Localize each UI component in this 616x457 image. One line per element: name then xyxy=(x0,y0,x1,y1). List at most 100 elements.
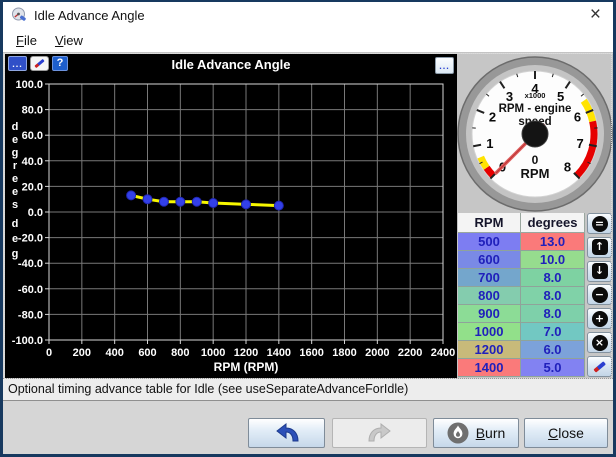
curve-point-700[interactable] xyxy=(158,196,169,207)
svg-text:r: r xyxy=(13,160,18,172)
minus-button-icon: − xyxy=(591,286,608,303)
svg-text:g: g xyxy=(12,248,19,260)
curve-point-1400[interactable] xyxy=(273,200,284,211)
equals-button-icon: = xyxy=(591,215,608,232)
menu-file[interactable]: File xyxy=(16,32,37,48)
curve-point-500[interactable] xyxy=(126,190,137,201)
gauge-units: RPM xyxy=(521,166,550,181)
plus-button[interactable]: + xyxy=(587,308,612,330)
status-text: Optional timing advance table for Idle (… xyxy=(8,382,409,396)
decrease-button[interactable]: ↓ xyxy=(587,260,612,282)
svg-text:800: 800 xyxy=(171,347,189,359)
svg-text:100.0: 100.0 xyxy=(15,79,43,91)
undo-arrow-icon xyxy=(275,422,299,442)
idle-advance-curve-chart[interactable]: 0 200 400 600 800 1000 1200 1400 1600 1800 2000 220… xyxy=(5,54,457,378)
svg-text:e: e xyxy=(12,233,18,245)
table-row: 1400 5.0 xyxy=(458,359,586,377)
title-bar[interactable]: Idle Advance Angle × xyxy=(3,2,613,28)
svg-text:d: d xyxy=(12,121,19,133)
burn-button[interactable]: Burn xyxy=(433,418,519,448)
gauge-tick-label-1: 1 xyxy=(486,136,493,151)
close-label: Close xyxy=(548,425,584,441)
chart-menu-button[interactable]: ... xyxy=(435,57,454,74)
table-row: 500 13.0 xyxy=(458,233,586,251)
menu-view[interactable]: View xyxy=(54,32,83,48)
table-row: 900 8.0 xyxy=(458,305,586,323)
rpm-cell-500[interactable]: 500 xyxy=(458,233,521,251)
table-tool-buttons: = ↑ ↓ − + × xyxy=(587,213,613,377)
degrees-cell-700[interactable]: 8.0 xyxy=(521,269,585,287)
svg-text:e: e xyxy=(12,186,18,198)
curve-point-1000[interactable] xyxy=(208,198,219,209)
gauge-value: 0 xyxy=(532,153,539,167)
increase-button[interactable]: ↑ xyxy=(587,236,612,258)
degrees-cell-500[interactable]: 13.0 xyxy=(521,233,585,251)
degrees-cell-800[interactable]: 8.0 xyxy=(521,287,585,305)
rpm-cell-1400[interactable]: 1400 xyxy=(458,359,521,377)
gauge-tick-label-5: 5 xyxy=(557,89,564,104)
degrees-cell-1400[interactable]: 5.0 xyxy=(521,359,585,377)
degrees-cell-900[interactable]: 8.0 xyxy=(521,305,585,323)
curve-point-800[interactable] xyxy=(175,196,186,207)
svg-text:60.0: 60.0 xyxy=(22,130,43,142)
table-header-degrees: degrees xyxy=(521,213,585,233)
edit-pencil-button[interactable] xyxy=(587,355,612,377)
curve-point-1200[interactable] xyxy=(241,199,251,210)
rpm-cell-600[interactable]: 600 xyxy=(458,251,521,269)
svg-text:-20.0: -20.0 xyxy=(18,233,43,245)
svg-text:RPM (RPM): RPM (RPM) xyxy=(214,360,279,374)
chart-options-button[interactable]: ... xyxy=(8,56,27,71)
svg-text:80.0: 80.0 xyxy=(22,105,43,117)
table-row: 700 8.0 xyxy=(458,269,586,287)
rpm-cell-900[interactable]: 900 xyxy=(458,305,521,323)
svg-text:40.0: 40.0 xyxy=(22,156,43,168)
equals-button[interactable]: = xyxy=(587,213,612,234)
svg-text:-60.0: -60.0 xyxy=(18,284,43,296)
help-icon[interactable]: ? xyxy=(52,56,68,71)
table-row: 600 10.0 xyxy=(458,251,586,269)
edit-note-button[interactable] xyxy=(30,56,49,71)
svg-text:s: s xyxy=(12,199,18,211)
gauge-tick-label-3: 3 xyxy=(506,89,513,104)
curve-point-900[interactable] xyxy=(191,196,202,207)
svg-text:1400: 1400 xyxy=(267,347,291,359)
redo-button[interactable] xyxy=(332,418,427,448)
rpm-cell-800[interactable]: 800 xyxy=(458,287,521,305)
increase-button-icon: ↑ xyxy=(591,239,608,256)
svg-text:e: e xyxy=(12,173,18,185)
gauge-multiplier-label: x1000 xyxy=(525,91,546,100)
rpm-cell-700[interactable]: 700 xyxy=(458,269,521,287)
clear-button-icon: × xyxy=(591,334,608,351)
table-row: 1200 6.0 xyxy=(458,341,586,359)
close-button[interactable]: Close xyxy=(524,418,608,448)
undo-button[interactable] xyxy=(248,418,325,448)
svg-text:2200: 2200 xyxy=(398,347,422,359)
svg-text:2000: 2000 xyxy=(365,347,389,359)
rpm-cell-1200[interactable]: 1200 xyxy=(458,341,521,359)
clear-button[interactable]: × xyxy=(587,332,612,354)
rpm-cell-1000[interactable]: 1000 xyxy=(458,323,521,341)
degrees-cell-600[interactable]: 10.0 xyxy=(521,251,585,269)
rpm-gauge: 012345678x1000RPM - enginespeed0RPM xyxy=(457,56,613,212)
minus-button[interactable]: − xyxy=(587,284,612,306)
chart-title: Idle Advance Angle xyxy=(171,57,291,72)
svg-text:400: 400 xyxy=(105,347,123,359)
decrease-button-icon: ↓ xyxy=(591,263,608,280)
table-row: 1000 7.0 xyxy=(458,323,586,341)
svg-text:0.0: 0.0 xyxy=(28,207,43,219)
degrees-cell-1200[interactable]: 6.0 xyxy=(521,341,585,359)
window-close-button[interactable]: × xyxy=(589,4,601,25)
degrees-cell-1000[interactable]: 7.0 xyxy=(521,323,585,341)
redo-arrow-icon xyxy=(367,422,391,442)
flame-icon xyxy=(447,422,469,444)
curve-point-600[interactable] xyxy=(142,194,153,205)
app-icon xyxy=(11,7,27,23)
menu-bar: File View xyxy=(3,28,613,53)
button-bar: Burn Close xyxy=(3,400,613,454)
plus-button-icon: + xyxy=(591,310,608,327)
pencil-icon xyxy=(593,360,606,372)
status-bar: Optional timing advance table for Idle (… xyxy=(3,378,613,400)
svg-text:1000: 1000 xyxy=(201,347,225,359)
chart-toolbar: ... ? xyxy=(8,56,68,71)
